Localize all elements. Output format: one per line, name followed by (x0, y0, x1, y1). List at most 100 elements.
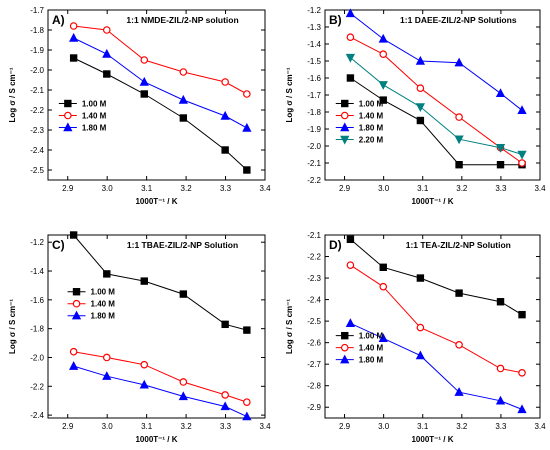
y-tick-label: -2.2 (307, 253, 321, 262)
legend-marker (341, 331, 349, 340)
x-tick-label: 2.9 (339, 422, 351, 431)
data-point (496, 298, 505, 306)
legend-marker (64, 99, 72, 108)
data-point (518, 159, 526, 167)
legend-entry: 1.00 M (91, 288, 116, 297)
y-tick-label: -1.9 (30, 46, 44, 55)
x-tick-label: 2.9 (339, 184, 351, 193)
y-tick-label: -2.8 (307, 382, 321, 391)
legend: 1.00 M 1.40 M 1.80 M 2.20 M (335, 100, 384, 145)
data-point (179, 290, 188, 298)
data-point (179, 378, 188, 386)
y-tick-label: -1.9 (307, 125, 321, 134)
legend-entry: 1.40 M (91, 300, 116, 309)
data-point (345, 318, 356, 327)
panel-b: 2.9 3.0 3.1 3.2 3.3 3.4 -2.2 -2.1 -2.0 -1.9 -1.8 -1… (285, 6, 546, 206)
series-line (73, 25, 248, 95)
y-axis-label: Log σ / S cm⁻¹ (8, 299, 17, 354)
series-1.00 M (346, 74, 526, 169)
data-point (103, 270, 111, 278)
data-point (179, 114, 188, 122)
data-point (379, 96, 387, 104)
legend-entry: 1.40 M (82, 112, 107, 121)
x-axis-label: 1000T⁻¹ / K (411, 197, 453, 206)
data-point (69, 231, 78, 239)
data-point (346, 261, 355, 269)
data-point (102, 26, 111, 34)
data-point (243, 90, 251, 98)
x-tick-label: 3.1 (141, 184, 153, 193)
y-tick-label: -2.4 (307, 296, 321, 305)
legend-marker (64, 111, 72, 120)
data-point (221, 78, 229, 86)
data-point (69, 361, 79, 370)
data-point (140, 277, 148, 285)
data-point (378, 81, 388, 90)
series-1.80 M (69, 32, 252, 132)
legend-marker (72, 299, 81, 308)
x-tick-label: 3.2 (181, 422, 193, 431)
y-axis-label: Log σ / S cm⁻¹ (285, 299, 294, 354)
data-point (496, 364, 505, 373)
data-point (415, 350, 426, 360)
series-1.40 M (346, 261, 526, 377)
series-line (73, 365, 248, 418)
data-point (102, 48, 112, 58)
data-point (243, 398, 251, 406)
y-tick-label: -2.1 (307, 159, 321, 168)
legend-entry: 1.80 M (91, 312, 116, 321)
y-tick-label: -1.4 (307, 40, 321, 49)
data-point (416, 274, 425, 282)
data-point (220, 401, 230, 411)
legend-entry: 1.00 M (359, 100, 384, 109)
legend-marker (71, 310, 82, 320)
chart-title: 1:1 NMDE-ZIL/2-NP solution (126, 15, 238, 25)
data-point (69, 347, 78, 356)
data-point (346, 235, 355, 244)
legend: 1.00 M 1.40 M 1.80 M (58, 99, 107, 133)
data-point (242, 122, 252, 132)
x-tick-label: 3.2 (181, 184, 193, 193)
data-point (378, 33, 388, 43)
y-tick-label: -2.3 (30, 126, 44, 135)
y-tick-label: -2.0 (307, 142, 321, 151)
data-point (495, 144, 506, 153)
data-point (455, 340, 463, 349)
panel-a: 2.9 3.0 3.1 3.2 3.3 3.4 -2.5 -2.4 -2.3 -2.2 -2.1 -2… (8, 6, 271, 206)
plot-frame (324, 234, 541, 419)
series-1.00 M (346, 235, 526, 319)
data-point (496, 161, 505, 169)
series-1.40 M (69, 22, 251, 98)
data-point (518, 310, 526, 319)
y-tick-label: -2.6 (307, 339, 321, 348)
x-tick-label: 3.3 (220, 422, 232, 431)
data-point (102, 353, 111, 362)
x-tick-label: 3.4 (534, 184, 546, 193)
legend-marker (63, 122, 73, 132)
y-tick-label: -2.5 (307, 317, 321, 326)
x-tick-label: 3.2 (456, 184, 468, 193)
y-tick-label: -2.3 (307, 274, 321, 283)
y-tick-label: -1.2 (307, 6, 321, 15)
x-tick-label: 3.1 (141, 422, 153, 431)
legend-entry: 1.40 M (359, 344, 384, 353)
data-point (69, 54, 78, 62)
series-1.80 M (69, 361, 252, 421)
y-tick-label: -1.5 (307, 57, 321, 66)
x-tick-label: 3.0 (102, 184, 114, 193)
data-point (345, 53, 356, 63)
data-point (140, 360, 149, 369)
series-line (350, 322, 523, 410)
y-tick-label: -2.5 (30, 166, 44, 175)
data-point (102, 371, 112, 380)
legend-marker (72, 288, 81, 296)
data-point (221, 146, 229, 154)
legend-entry: 1.00 M (82, 100, 107, 109)
chart-title: 1:1 TEA-ZIL/2-NP Solution (406, 240, 511, 250)
data-point (416, 84, 425, 93)
legend-entry: 1.80 M (359, 124, 384, 133)
legend-entry: 2.20 M (359, 136, 384, 145)
series-1.80 M (345, 318, 527, 414)
data-point (103, 70, 111, 78)
